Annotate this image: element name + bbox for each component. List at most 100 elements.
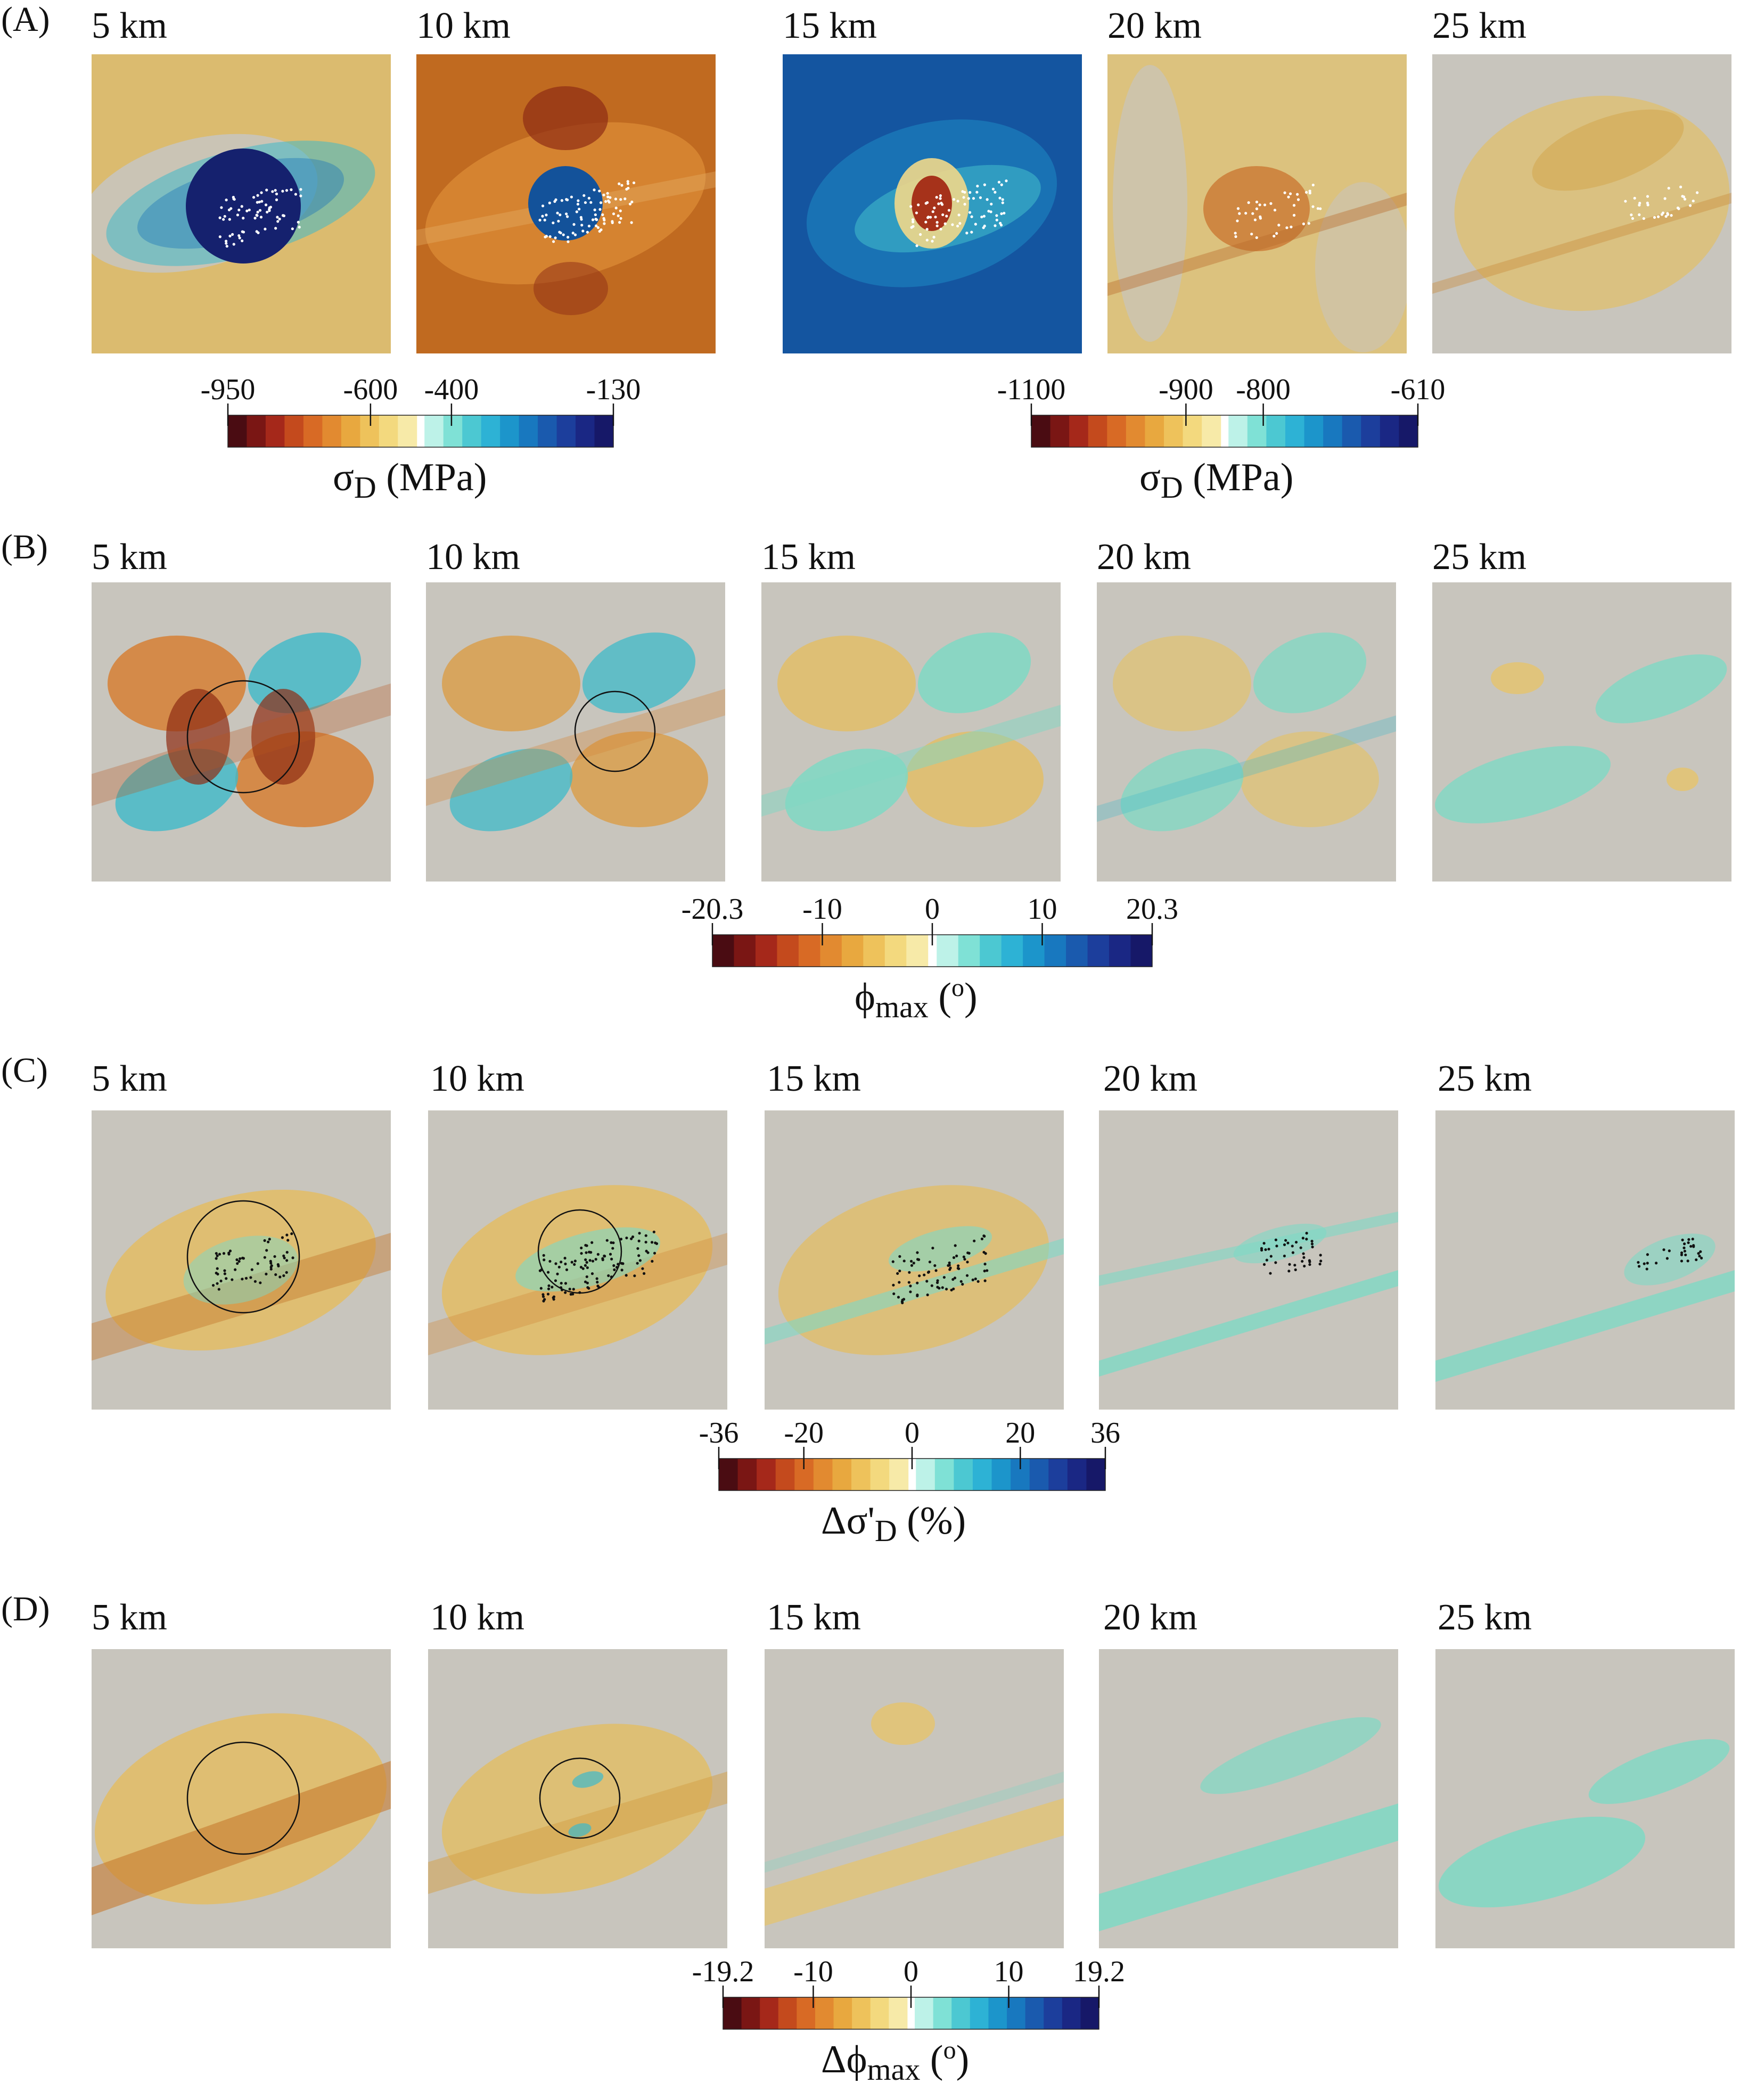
- seismicity-dot: [584, 201, 587, 204]
- seismicity-dot: [1680, 1251, 1684, 1255]
- colorbar-swatch: [538, 415, 557, 447]
- seismicity-dot: [1255, 200, 1259, 204]
- colorbar-tick-label: -600: [343, 373, 398, 406]
- depth-label: 15 km: [767, 1597, 861, 1638]
- seismicity-dot: [931, 1246, 934, 1250]
- map-panel: [1432, 54, 1731, 353]
- seismicity-dot: [644, 1240, 647, 1244]
- seismicity-dot: [638, 1232, 641, 1235]
- map-panel: [426, 582, 725, 882]
- seismicity-dot: [560, 199, 564, 202]
- seismicity-dot: [564, 1291, 567, 1294]
- seismicity-dot: [570, 195, 573, 199]
- seismicity-dot: [630, 221, 633, 224]
- colorbar-swatch: [889, 1459, 909, 1490]
- depth-label: 20 km: [1107, 5, 1202, 46]
- colorbar-title-subscript: max: [867, 2052, 921, 2087]
- seismicity-dot: [578, 1291, 581, 1294]
- colorbar-swatch: [798, 935, 820, 967]
- fault-band: [1432, 193, 1731, 294]
- seismicity-dot: [598, 229, 601, 233]
- colorbar-swatch: [500, 415, 520, 447]
- colorbar-title-unit: (%): [897, 1499, 966, 1543]
- seismicity-dot: [588, 1259, 592, 1262]
- stress-lobe: [166, 689, 230, 785]
- seismicity-dot: [225, 199, 228, 202]
- seismicity-dot: [983, 1263, 987, 1266]
- colorbar-swatch: [576, 415, 595, 447]
- seismicity-dot: [223, 215, 226, 218]
- seismicity-dot: [596, 1253, 600, 1256]
- colorbar-swatch: [870, 1997, 889, 2029]
- panel-map: [428, 1649, 727, 1948]
- seismicity-dot: [578, 208, 581, 211]
- reservoir: [528, 166, 603, 241]
- seismicity-dot: [915, 211, 918, 215]
- colorbar: -20.3 -10 0 10 20.3: [682, 893, 1178, 967]
- colorbar-tick-label: -19.2: [692, 1955, 754, 1988]
- fault-band: [1099, 1803, 1398, 1931]
- seismicity-dot: [235, 1258, 239, 1262]
- seismicity-dot: [1691, 1238, 1694, 1241]
- seismicity-dot: [911, 218, 915, 221]
- seismicity-dot: [645, 1249, 648, 1253]
- seismicity-dot: [539, 1287, 543, 1290]
- seismicity-dot: [1654, 1262, 1658, 1265]
- colorbar-swatch: [284, 415, 304, 447]
- seismicity-dot: [587, 196, 590, 200]
- seismicity-dot: [1668, 1249, 1671, 1253]
- seismicity-dot: [253, 217, 257, 220]
- seismicity-dot: [1296, 198, 1300, 201]
- reservoir: [186, 149, 301, 263]
- seismicity-dot: [976, 184, 979, 188]
- seismicity-dot: [1269, 1272, 1272, 1275]
- seismicity-dot: [232, 243, 235, 246]
- seismicity-dot: [1288, 192, 1292, 195]
- seismicity-dot: [916, 1258, 920, 1261]
- fault-band: [92, 1761, 391, 1915]
- seismicity-dot: [584, 1258, 587, 1262]
- seismicity-dot: [591, 1259, 595, 1263]
- colorbar-title-subscript: max: [875, 990, 929, 1024]
- seismicity-dot: [557, 1265, 561, 1269]
- seismicity-dot: [1687, 1238, 1690, 1241]
- seismicity-dot: [1250, 233, 1253, 236]
- seismicity-dot: [1285, 226, 1288, 229]
- stress-lobe: [449, 748, 573, 831]
- seismicity-dot: [594, 213, 597, 217]
- seismicity-dot: [935, 224, 939, 227]
- seismicity-dot: [936, 1286, 939, 1289]
- seismicity-dot: [556, 1272, 559, 1275]
- seismicity-dot: [1260, 1248, 1263, 1252]
- colorbar-swatch: [1126, 415, 1145, 447]
- seismicity-dot: [1291, 1245, 1294, 1248]
- colorbar: -19.2 -10 0 10 19.2: [692, 1955, 1125, 2030]
- seismicity-dot: [955, 1254, 958, 1257]
- seismicity-dot: [559, 1286, 563, 1289]
- seismicity-dot: [594, 1258, 597, 1261]
- seismicity-dot: [912, 1262, 915, 1265]
- seismicity-dot: [223, 1269, 226, 1272]
- seismicity-dot: [606, 195, 610, 199]
- colorbar-tick-label: -10: [802, 893, 842, 926]
- seismicity-dot: [1695, 1258, 1698, 1262]
- seismicity-dot: [228, 234, 232, 237]
- seismicity-dot: [1681, 1238, 1684, 1241]
- colorbar-title: ϕmax (o): [855, 975, 978, 1023]
- colorbar-swatch: [980, 935, 1002, 967]
- depth-label: 5 km: [92, 537, 167, 578]
- seismicity-dot: [538, 1269, 541, 1272]
- seismicity-dot: [237, 1259, 241, 1263]
- panel-map: [765, 1110, 1064, 1410]
- depth-label: 15 km: [767, 1058, 861, 1099]
- colorbar-swatch: [1067, 1459, 1087, 1490]
- colorbar-swatch: [424, 415, 444, 447]
- seismicity-dot: [653, 1251, 656, 1255]
- seismicity-dot: [267, 1240, 270, 1243]
- colorbar-swatch: [1109, 935, 1131, 967]
- stress-lobe: [1532, 109, 1684, 191]
- seismicity-dot: [637, 1239, 641, 1242]
- seismicity-dot: [1234, 232, 1237, 235]
- seismicity-dot: [929, 216, 932, 219]
- colorbar-swatch: [228, 415, 247, 447]
